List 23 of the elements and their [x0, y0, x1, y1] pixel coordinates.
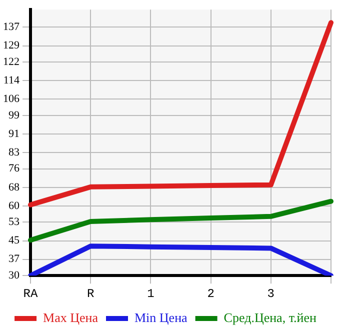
y-tick-label: 137: [3, 21, 20, 34]
y-tick-label: 106: [3, 93, 20, 106]
x-tick-label: R: [87, 286, 94, 301]
legend-label: Min Цена: [134, 310, 188, 325]
x-tick-label: RA: [23, 286, 38, 301]
y-tick-label: 30: [8, 269, 20, 282]
legend-label: Max Цена: [43, 310, 98, 325]
x-tick-label: 3: [267, 286, 274, 301]
y-tick-label: 91: [8, 128, 20, 140]
y-tick-label: 60: [8, 200, 20, 212]
x-tick-label: 2: [207, 286, 214, 301]
y-tick-label: 45: [8, 234, 20, 247]
y-tick-label: 99: [8, 109, 20, 122]
y-tick-label: 83: [8, 146, 20, 158]
legend-label: Сред.Цена, т.йен: [224, 310, 317, 325]
y-tick-label: 68: [8, 181, 20, 194]
y-tick-label: 122: [3, 56, 20, 68]
y-tick-label: 76: [8, 162, 20, 175]
x-tick-label: 1: [147, 286, 154, 301]
y-tick-label: 53: [8, 216, 20, 228]
y-tick-label: 37: [8, 253, 20, 266]
y-tick-label: 129: [3, 40, 20, 52]
y-tick-label: 114: [3, 74, 20, 87]
